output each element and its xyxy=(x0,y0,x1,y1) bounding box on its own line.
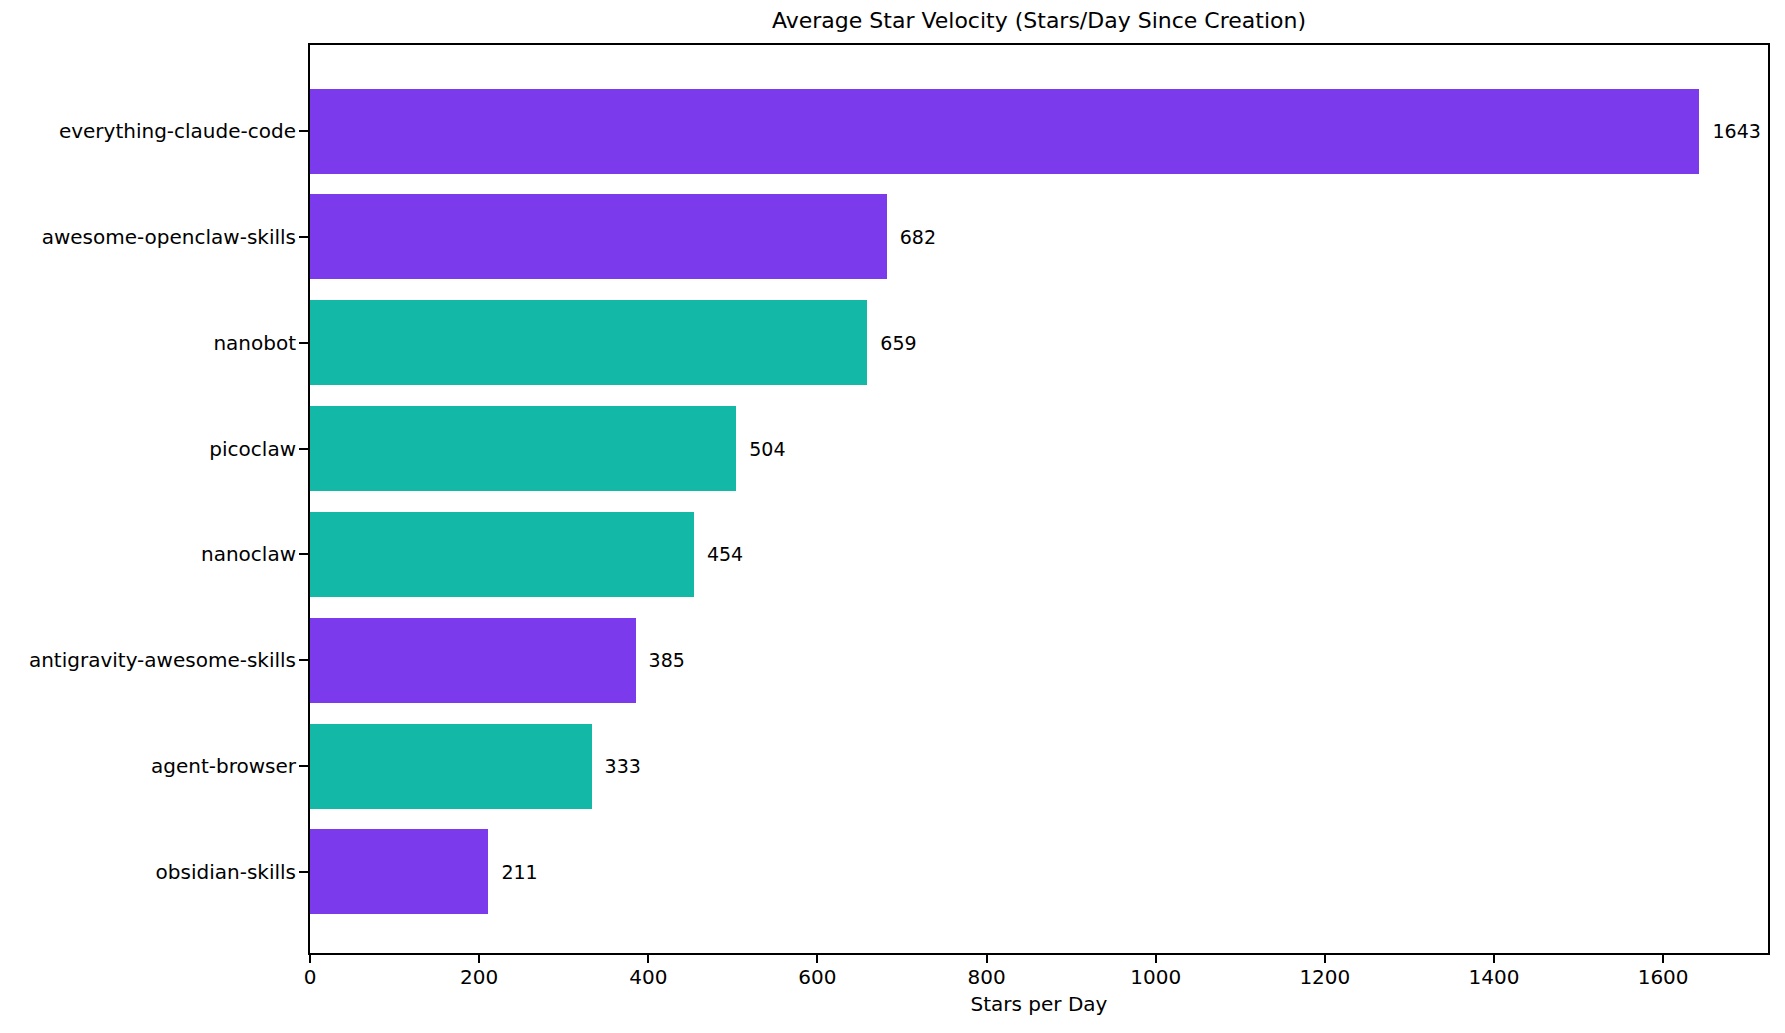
x-tick-label: 200 xyxy=(429,965,529,989)
bar xyxy=(310,300,867,385)
category-label: nanoclaw xyxy=(0,542,296,566)
bar xyxy=(310,194,887,279)
value-label: 659 xyxy=(880,332,916,354)
x-axis-tick xyxy=(309,955,311,963)
y-axis-tick xyxy=(299,342,308,344)
x-tick-label: 1400 xyxy=(1444,965,1544,989)
bar xyxy=(310,512,694,597)
category-label: picoclaw xyxy=(0,437,296,461)
x-axis-tick xyxy=(816,955,818,963)
bar xyxy=(310,829,488,914)
value-label: 504 xyxy=(749,438,785,460)
x-axis-tick xyxy=(1493,955,1495,963)
x-tick-label: 600 xyxy=(767,965,867,989)
x-axis-tick xyxy=(1324,955,1326,963)
x-tick-label: 0 xyxy=(260,965,360,989)
category-label: nanobot xyxy=(0,331,296,355)
y-axis-tick xyxy=(299,448,308,450)
y-axis-tick xyxy=(299,130,308,132)
category-label: awesome-openclaw-skills xyxy=(0,225,296,249)
chart-title: Average Star Velocity (Stars/Day Since C… xyxy=(308,8,1770,33)
value-label: 1643 xyxy=(1712,120,1760,142)
x-axis-tick xyxy=(647,955,649,963)
y-axis-tick xyxy=(299,659,308,661)
x-axis-label: Stars per Day xyxy=(308,992,1770,1016)
value-label: 682 xyxy=(900,226,936,248)
category-label: agent-browser xyxy=(0,754,296,778)
bar xyxy=(310,724,592,809)
bar xyxy=(310,89,1699,174)
x-axis-tick xyxy=(986,955,988,963)
x-tick-label: 1000 xyxy=(1106,965,1206,989)
category-label: obsidian-skills xyxy=(0,860,296,884)
y-axis-tick xyxy=(299,236,308,238)
y-axis-tick xyxy=(299,871,308,873)
x-tick-label: 800 xyxy=(937,965,1037,989)
value-label: 454 xyxy=(707,543,743,565)
x-tick-label: 400 xyxy=(598,965,698,989)
y-axis-tick xyxy=(299,765,308,767)
x-tick-label: 1200 xyxy=(1275,965,1375,989)
bar xyxy=(310,618,636,703)
x-tick-label: 1600 xyxy=(1613,965,1713,989)
category-label: everything-claude-code xyxy=(0,119,296,143)
x-axis-tick xyxy=(1155,955,1157,963)
value-label: 211 xyxy=(501,861,537,883)
x-axis-tick xyxy=(478,955,480,963)
y-axis-tick xyxy=(299,553,308,555)
category-label: antigravity-awesome-skills xyxy=(0,648,296,672)
value-label: 333 xyxy=(605,755,641,777)
x-axis-tick xyxy=(1662,955,1664,963)
figure: Average Star Velocity (Stars/Day Since C… xyxy=(0,0,1785,1033)
value-label: 385 xyxy=(649,649,685,671)
plot-area xyxy=(308,43,1770,955)
bar xyxy=(310,406,736,491)
